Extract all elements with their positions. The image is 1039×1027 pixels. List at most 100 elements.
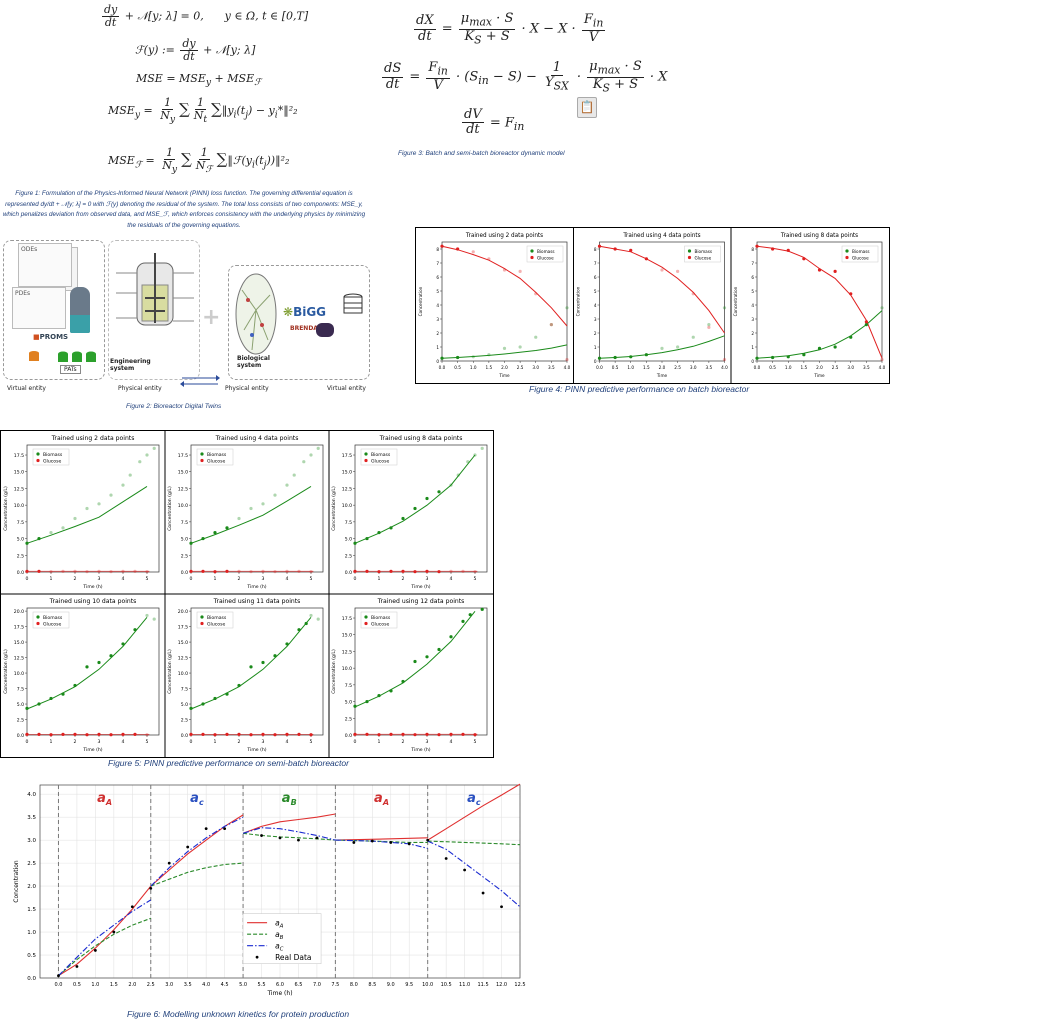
fig6-series-a-a: [335, 837, 428, 841]
fig5-xtick-label-3: 3: [98, 739, 101, 745]
dx-dt-equation: dX dt = μmax · S KS + S · X − X · Fin V: [414, 11, 606, 47]
fig5-legend-biomass-marker-0: [36, 452, 40, 456]
fig4-title-0: Trained using 2 data points: [465, 233, 543, 239]
fig6-xtick-label: 0.0: [54, 982, 62, 988]
fig4-xtick-label-2: 0.5: [769, 365, 776, 370]
fig6-xtick-label: 8.0: [350, 982, 358, 988]
fig5-xtick-label-2: 0: [354, 576, 357, 582]
fig4-glucose-point-2: [786, 248, 790, 252]
fig5-glucose-point-4: [273, 733, 277, 737]
fig6-ytick-label: 3.5: [27, 815, 36, 821]
fig5-axes-0: [26, 444, 160, 573]
clipboard-icon[interactable]: 📋: [577, 97, 597, 118]
fig4-biomass-point-1: [691, 335, 695, 339]
fig6-xtick-label: 7.5: [331, 982, 339, 988]
fig4-glucose-point-0: [456, 247, 460, 251]
fig5-biomass-point-2: [437, 490, 441, 494]
fig4-xtick-label-0: 0.0: [439, 365, 446, 370]
fig5-ytick-label-3: 15.0: [14, 640, 24, 646]
pdes-label: PDEs: [15, 290, 31, 297]
fig5-ytick-label-2: 15.0: [342, 470, 352, 476]
fig6-series-a-b: [427, 840, 521, 846]
fig6-xtick-label: 8.5: [368, 982, 376, 988]
fig5-ytick-label-5: 10.0: [342, 666, 352, 672]
fig5-biomass-point-1: [189, 541, 193, 545]
fig4-xtick-label-2: 0.0: [754, 365, 761, 370]
fig4-xtick-label-1: 1.0: [627, 365, 634, 370]
fig4-xtick-label-2: 1.0: [785, 365, 792, 370]
fig4-biomass-point-0: [456, 355, 460, 360]
fig5-xlabel-4: Time (h): [246, 747, 266, 753]
fig6-ytick-label: 3.0: [27, 838, 36, 844]
fig5-ytick-label-5: 12.5: [342, 649, 352, 655]
fig4-ytick-label-1: 8: [594, 247, 597, 252]
fig5-biomass-point-0: [109, 493, 113, 497]
fig6-real-data-point: [500, 905, 503, 909]
fig5-biomass-point-5: [377, 693, 381, 698]
fig5-xtick-label-4: 1: [214, 739, 217, 745]
fig4-ytick-label-0: 1: [436, 345, 439, 350]
fig4-ylabel-2: Concentration: [733, 286, 738, 316]
fig4-legend-biomass-marker-0: [530, 249, 534, 253]
fig5-glucose-point-0: [109, 570, 113, 574]
fig5-glucose-point-2: [425, 569, 429, 573]
fig5-biomass-point-3: [133, 628, 137, 632]
fig4-biomass-line-0: [441, 344, 568, 359]
fig4-legend-box-1: [684, 245, 721, 263]
fig4-glucose-point-0: [487, 257, 491, 261]
fig5-biomass-point-3: [145, 613, 149, 618]
fig4-ytick-label-0: 4: [436, 303, 439, 308]
fig6-real-data-point: [57, 974, 60, 978]
fig5-legend-biomass-4: Biomass: [207, 615, 227, 621]
fig5-biomass-point-4: [249, 665, 253, 669]
fig5-xtick-label-3: 4: [122, 739, 125, 745]
fig5-ytick-label-1: 7.5: [181, 520, 188, 526]
fig6-xtick-label: 9.0: [387, 982, 395, 988]
fig4-ytick-label-2: 8: [751, 247, 754, 252]
fig5-xtick-label-0: 3: [98, 576, 101, 582]
biological-label: Biological system: [237, 355, 270, 369]
fig4-ytick-label-1: 2: [594, 331, 597, 336]
fig6-xtick-label: 11.0: [459, 982, 470, 988]
fig5-glucose-point-3: [145, 733, 149, 737]
fig5-glucose-point-0: [97, 569, 101, 573]
fig6-real-data-point: [278, 836, 282, 840]
fig5-biomass-point-4: [273, 654, 277, 658]
odes-sheet-front: ODEs: [18, 243, 72, 287]
fig5-xtick-label-3: 1: [50, 739, 53, 745]
fig6-ytick-label: 4.0: [27, 792, 36, 798]
fig5-xtick-label-4: 2: [238, 739, 241, 745]
fig5-biomass-point-2: [456, 473, 460, 477]
fig5-ylabel-3: Concentration (g/L): [3, 649, 9, 694]
fig6-legend-label: aA: [275, 919, 284, 930]
fig5-ytick-label-1: 2.5: [181, 553, 188, 559]
fig5-xlabel-1: Time (h): [246, 584, 266, 590]
fig4-glucose-point-1: [597, 244, 602, 248]
fig5-glucose-point-0: [61, 569, 65, 573]
brenda-logo: BRENDA: [290, 325, 318, 332]
fig4-glucose-point-2: [833, 269, 837, 273]
fig5-biomass-point-2: [473, 453, 477, 457]
fig5-biomass-point-4: [201, 702, 205, 706]
fig5-biomass-point-1: [285, 483, 289, 487]
fig4-ytick-label-0: 3: [436, 317, 439, 322]
fig6-xtick-label: 12.0: [496, 982, 507, 988]
fig4-ylabel-0: Concentration: [418, 286, 423, 316]
fig5-legend-glucose-marker-4: [200, 621, 204, 626]
fig5-biomass-point-1: [201, 536, 205, 541]
fig5-biomass-point-1: [261, 502, 265, 506]
fig5-ytick-label-0: 5.0: [17, 537, 24, 543]
fig4-xtick-label-2: 2.0: [816, 365, 823, 370]
fig5-glucose-point-0: [49, 570, 53, 574]
fig5-xtick-label-4: 4: [286, 739, 289, 745]
fig4-xtick-label-1: 2.0: [659, 365, 666, 370]
fig6-legend-label: Real Data: [275, 953, 311, 962]
fig4-xtick-label-0: 2.5: [517, 365, 524, 370]
fig5-ytick-label-3: 7.5: [17, 687, 24, 693]
fig4-xtick-label-0: 3.5: [548, 365, 555, 370]
fig6-xtick-label: 2.5: [147, 982, 155, 988]
fig4-glucose-point-2: [849, 292, 853, 296]
fig5-glucose-point-2: [401, 569, 405, 573]
fig5-glucose-point-0: [73, 569, 77, 573]
fig5-ytick-label-1: 15.0: [178, 470, 188, 476]
